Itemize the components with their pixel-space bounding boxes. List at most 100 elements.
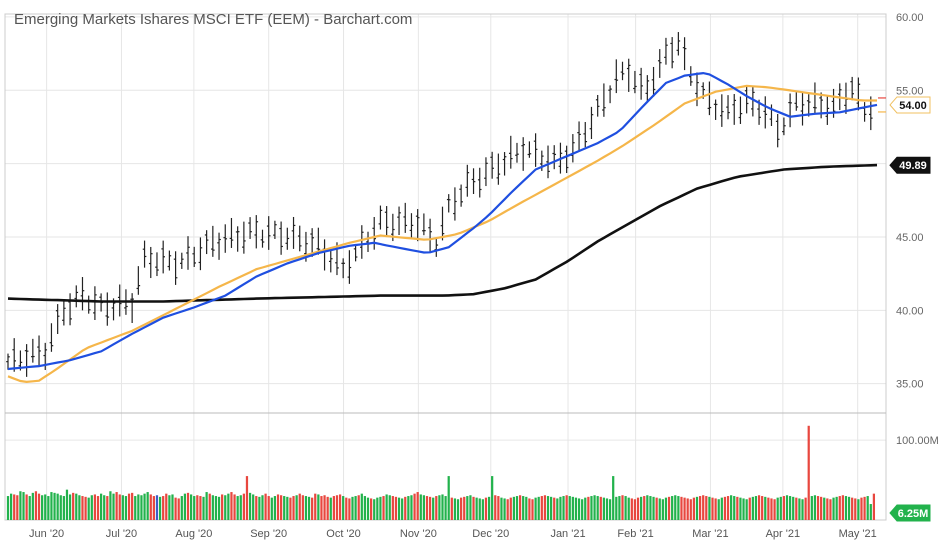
ma-200-tag-label: 49.89: [899, 160, 927, 172]
volume-bar: [612, 476, 615, 520]
volume-bar: [81, 496, 84, 520]
volume-bar: [16, 495, 19, 520]
volume-bar: [739, 497, 742, 520]
volume-bar: [680, 496, 683, 520]
volume-bar: [183, 493, 187, 520]
volume-bar: [537, 496, 540, 520]
volume-bar: [419, 494, 422, 520]
volume-bar: [608, 499, 612, 520]
volume-bar: [733, 496, 736, 520]
price-bar: [211, 225, 215, 257]
last-price-tag-label: 54.00: [899, 100, 927, 112]
volume-bar: [596, 496, 599, 520]
volume-bar: [186, 492, 190, 520]
price-bar: [93, 286, 97, 320]
price-bar: [310, 228, 314, 257]
volume-bar: [168, 495, 171, 520]
price-bar: [285, 227, 290, 250]
volume-bar: [447, 476, 450, 520]
volume-bar: [323, 495, 326, 520]
volume-bar: [792, 496, 795, 520]
volume-bar: [450, 497, 453, 520]
price-bar: [186, 236, 190, 270]
price-bar: [266, 216, 271, 250]
price-tick-label: 55.00: [896, 85, 924, 97]
volume-bar: [677, 496, 680, 520]
volume-bar: [686, 498, 689, 520]
price-bar: [167, 250, 172, 271]
volume-bar: [767, 497, 770, 520]
price-bar: [502, 152, 507, 176]
volume-bar: [9, 493, 13, 520]
volume-bar: [841, 495, 844, 520]
volume-bar: [497, 496, 500, 520]
price-axis: 60.00 55.00 45.00 40.00 35.00: [896, 12, 924, 391]
volume-bar: [196, 495, 199, 520]
volume-bar: [872, 493, 876, 520]
volume-bar: [562, 496, 565, 520]
volume-bar: [41, 495, 44, 520]
volume-bar: [683, 497, 686, 520]
price-bar: [6, 353, 10, 370]
price-bar: [850, 76, 854, 101]
volume-bar: [202, 496, 205, 520]
price-bar: [440, 206, 445, 241]
volume-bar: [788, 496, 792, 520]
volume-bar: [233, 494, 236, 520]
price-bar: [775, 113, 780, 148]
volume-bar: [602, 497, 606, 520]
price-bar: [279, 221, 283, 255]
volume-bar: [354, 496, 357, 520]
price-bar: [577, 121, 581, 152]
volume-bar: [804, 497, 807, 520]
price-bar: [552, 145, 557, 170]
volume-bar: [854, 498, 857, 520]
volume-bar: [826, 498, 829, 520]
volume-bar: [180, 496, 183, 520]
volume-bar: [661, 499, 664, 520]
price-bar: [453, 187, 457, 221]
price-bar: [471, 168, 476, 194]
volume-bar: [695, 496, 699, 520]
volume-bar: [736, 496, 739, 520]
ma-200-tag-shape: [889, 156, 931, 174]
volume-bar: [441, 494, 444, 520]
volume-bar: [385, 494, 388, 520]
volume-bar: [155, 495, 159, 520]
price-bar: [515, 142, 519, 163]
price-bar: [180, 252, 184, 269]
price-bar: [136, 266, 141, 295]
price-bar: [726, 95, 730, 120]
volume-bar: [6, 496, 10, 520]
volume-bar: [757, 495, 761, 520]
volume-bar: [90, 495, 93, 520]
price-bar: [608, 85, 612, 104]
volume-bar: [553, 497, 556, 520]
volume-bar: [99, 493, 103, 520]
volume-bar: [366, 497, 370, 520]
volume-bar: [621, 495, 624, 520]
volume-bar: [475, 497, 478, 520]
volume-bar: [345, 497, 348, 520]
volume-bar: [177, 498, 180, 520]
price-bar: [813, 82, 817, 115]
volume-bar: [311, 497, 314, 520]
price-bar: [800, 92, 805, 126]
volume-bar: [773, 499, 776, 520]
price-bar: [223, 224, 228, 253]
volume-bar: [832, 497, 835, 520]
price-bar: [645, 75, 650, 101]
price-bar: [142, 240, 147, 268]
volume-bar: [261, 495, 264, 520]
volume-bar: [351, 496, 354, 520]
price-tick-label: 40.00: [896, 305, 924, 317]
volume-bar: [798, 498, 801, 520]
volume-bar: [438, 495, 441, 520]
price-bar: [794, 92, 799, 111]
volume-bar: [751, 496, 754, 520]
volume-bar: [28, 496, 31, 520]
volume-bar: [807, 425, 810, 520]
volume-bar: [776, 497, 779, 520]
volume-bar: [397, 497, 401, 520]
volume-bar: [484, 497, 488, 520]
